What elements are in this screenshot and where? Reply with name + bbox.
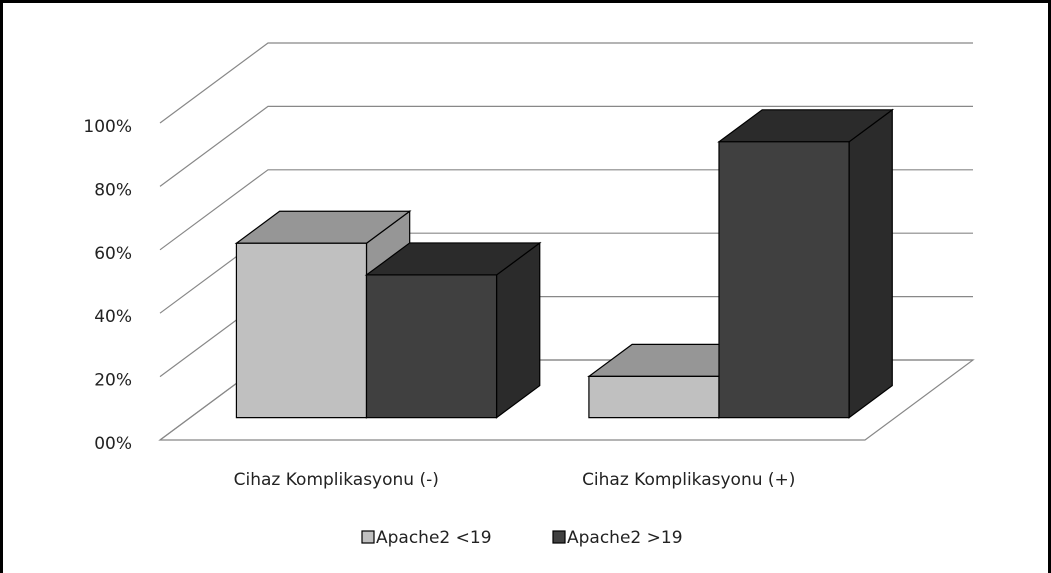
bar-front <box>588 375 720 419</box>
bar-front <box>235 242 368 419</box>
y-tick-label: 60% <box>94 244 132 264</box>
bar-side <box>848 108 893 419</box>
legend-swatch <box>361 530 375 544</box>
bar <box>717 108 895 419</box>
legend-label: Apache2 >19 <box>567 528 683 548</box>
x-tick-label: Cihaz Komplikasyonu (-) <box>234 470 439 490</box>
bar <box>364 241 542 419</box>
x-tick-label: Cihaz Komplikasyonu (+) <box>582 470 795 490</box>
y-tick-label: 40% <box>94 307 132 327</box>
bar-front <box>365 274 498 419</box>
y-tick-label: 20% <box>94 371 132 391</box>
y-tick-label: 00% <box>94 434 132 454</box>
y-tick-label: 100% <box>83 117 132 137</box>
y-tick-label: 80% <box>94 180 132 200</box>
grid-line <box>159 105 973 187</box>
legend-swatch <box>552 530 566 544</box>
grid-line <box>159 42 973 124</box>
legend-label: Apache2 <19 <box>376 528 492 548</box>
bar-front <box>718 141 850 419</box>
